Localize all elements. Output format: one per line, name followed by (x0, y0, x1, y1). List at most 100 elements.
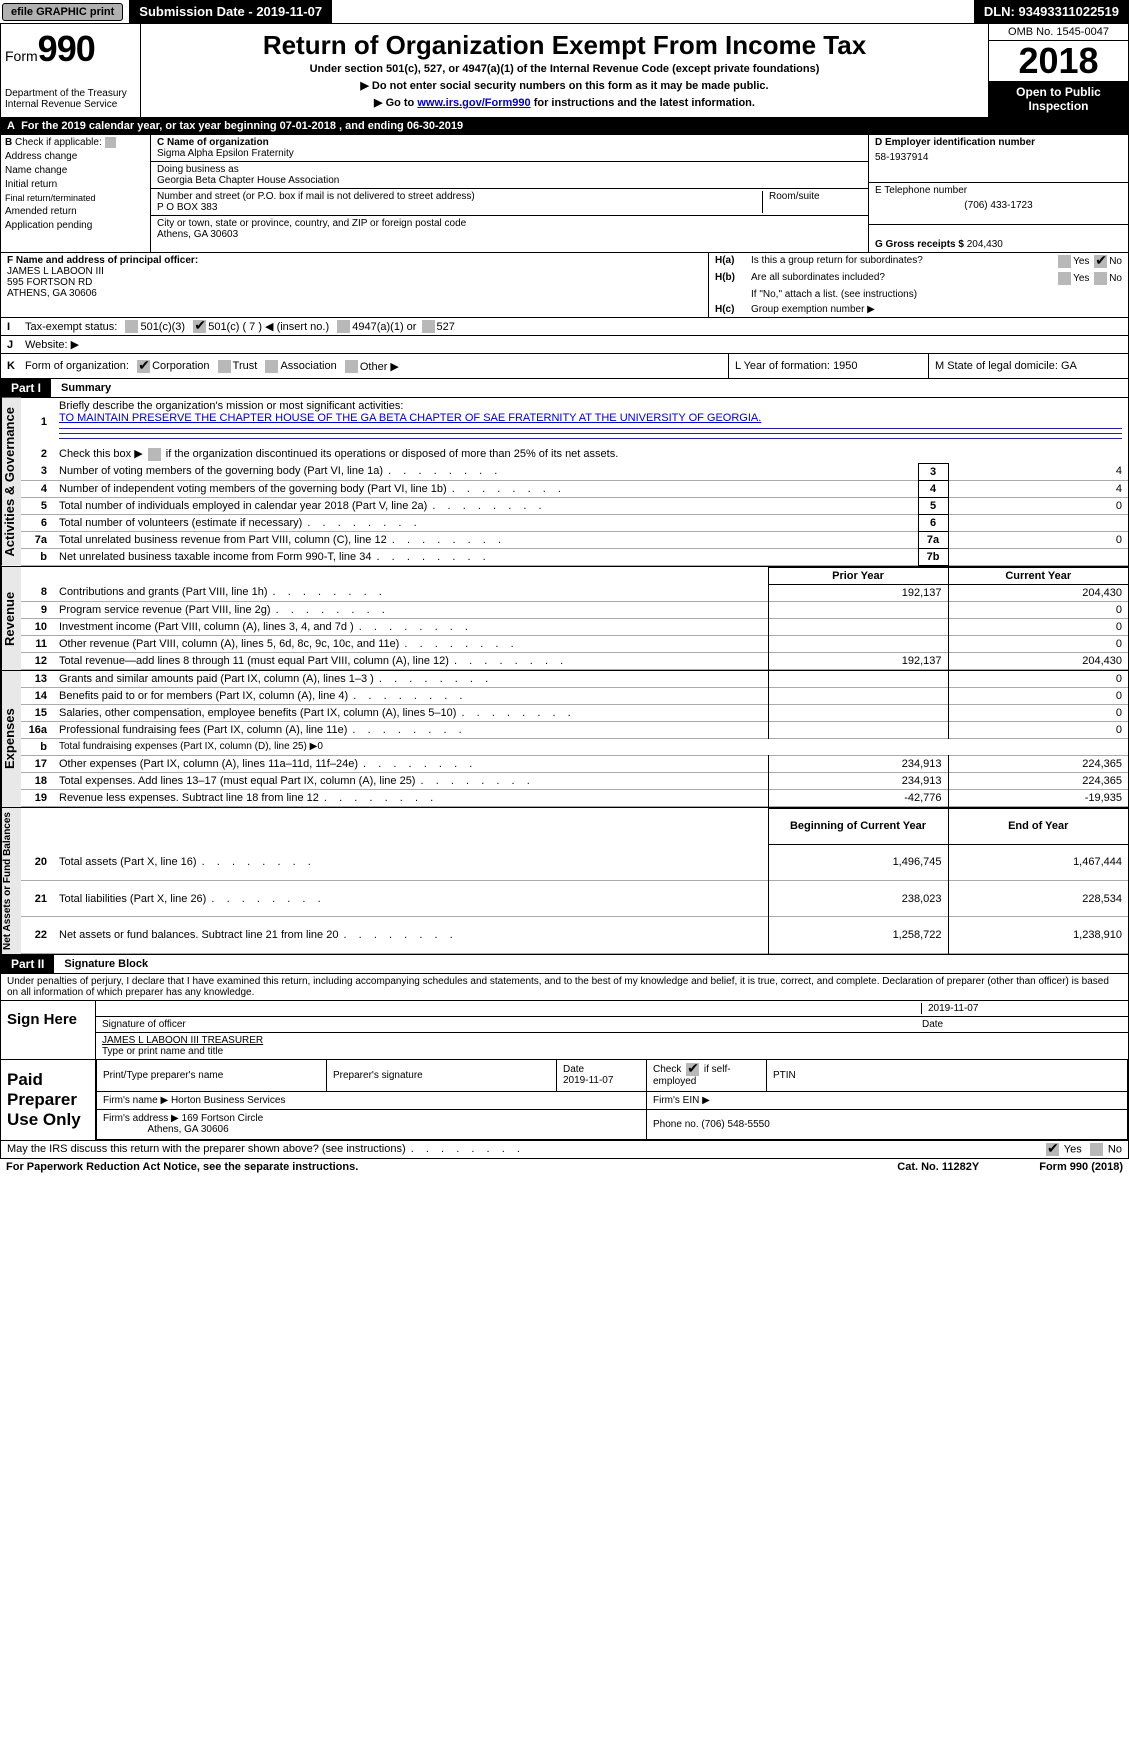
table-row: 4Number of independent voting members of… (21, 480, 1128, 497)
ha-text: Is this a group return for subordinates? (751, 255, 923, 268)
room-suite-label: Room/suite (762, 191, 862, 213)
i-501c[interactable] (193, 320, 206, 333)
cb-initial-return: Initial return (5, 179, 146, 190)
m-label: M State of legal domicile: (935, 360, 1058, 372)
firm-addr-label: Firm's address ▶ (103, 1113, 179, 1124)
table-row: 19Revenue less expenses. Subtract line 1… (21, 789, 1128, 806)
tax-exempt-label: Tax-exempt status: (25, 321, 117, 333)
table-row: bTotal fundraising expenses (Part IX, co… (21, 738, 1128, 755)
do-not-enter: ▶ Do not enter social security numbers o… (145, 79, 984, 92)
k-assoc[interactable] (265, 360, 278, 373)
part1-title: Summary (51, 380, 121, 396)
paperwork-notice: For Paperwork Reduction Act Notice, see … (6, 1161, 358, 1173)
k-label: Form of organization: (25, 360, 129, 372)
part2-title: Signature Block (54, 956, 158, 972)
table-row: 10Investment income (Part VIII, column (… (21, 618, 1128, 635)
sign-here-label: Sign Here (1, 1001, 96, 1059)
table-row: 5Total number of individuals employed in… (21, 497, 1128, 514)
officer-addr1: 595 FORTSON RD (7, 277, 702, 288)
ha-no[interactable] (1094, 255, 1107, 268)
addr-label: Number and street (or P.O. box if mail i… (157, 191, 762, 202)
check-applicable[interactable] (105, 137, 116, 148)
ein: 58-1937914 (875, 152, 1122, 163)
firm-name: Horton Business Services (171, 1095, 286, 1106)
cb-amended: Amended return (5, 206, 146, 217)
perjury-text: Under penalties of perjury, I declare th… (0, 974, 1129, 1001)
hb-text: Are all subordinates included? (751, 272, 885, 285)
firm-addr2: Athens, GA 30606 (147, 1124, 228, 1135)
dln: DLN: 93493311022519 (974, 0, 1129, 23)
firm-name-label: Firm's name ▶ (103, 1095, 168, 1106)
phone: (706) 433-1723 (875, 200, 1122, 211)
table-row: 15Salaries, other compensation, employee… (21, 704, 1128, 721)
form-id-box: Form990 Department of the Treasury Inter… (1, 24, 141, 117)
table-row: 11Other revenue (Part VIII, column (A), … (21, 635, 1128, 652)
phone-label: E Telephone number (875, 185, 1122, 196)
city: Athens, GA 30603 (157, 229, 862, 240)
table-row: 3Number of voting members of the governi… (21, 463, 1128, 480)
table-row: 18Total expenses. Add lines 13–17 (must … (21, 772, 1128, 789)
k-trust[interactable] (218, 360, 231, 373)
side-net: Net Assets or Fund Balances (1, 808, 21, 954)
efile-button[interactable]: efile GRAPHIC print (2, 3, 123, 21)
side-expenses: Expenses (1, 671, 21, 807)
side-governance: Activities & Governance (1, 398, 21, 566)
side-revenue: Revenue (1, 567, 21, 670)
table-row: 21Total liabilities (Part X, line 26)238… (21, 881, 1128, 917)
discuss-yes[interactable] (1046, 1143, 1059, 1156)
dba-label: Doing business as (157, 164, 862, 175)
part1-label: Part I (1, 379, 51, 397)
firm-addr: 169 Fortson Circle (182, 1113, 264, 1124)
officer-label: F Name and address of principal officer: (7, 255, 702, 266)
dba: Georgia Beta Chapter House Association (157, 175, 862, 186)
l-label: L Year of formation: (735, 360, 830, 372)
addr: P O BOX 383 (157, 202, 762, 213)
open-to-public: Open to Public Inspection (989, 81, 1128, 117)
goto-link[interactable]: www.irs.gov/Form990 (417, 97, 530, 109)
cat-no: Cat. No. 11282Y (897, 1161, 979, 1173)
omb-number: OMB No. 1545-0047 (989, 24, 1128, 41)
i-501c3[interactable] (125, 320, 138, 333)
i-4947[interactable] (337, 320, 350, 333)
k-other[interactable] (345, 360, 358, 373)
begin-year-header: Beginning of Current Year (768, 808, 948, 844)
table-row: 12Total revenue—add lines 8 through 11 (… (21, 652, 1128, 669)
section-b: B Check if applicable: Address change Na… (1, 135, 151, 252)
k-corp[interactable] (137, 360, 150, 373)
prep-phone: (706) 548-5550 (701, 1119, 769, 1130)
part2-label: Part II (1, 955, 54, 973)
mission-text: TO MAINTAIN PRESERVE THE CHAPTER HOUSE O… (59, 412, 761, 424)
gross-label: G Gross receipts $ (875, 239, 964, 250)
self-employed-check[interactable] (686, 1063, 699, 1076)
ha-yes[interactable] (1058, 255, 1071, 268)
signer-name: JAMES L LABOON III TREASURER (102, 1035, 1122, 1046)
officer-addr2: ATHENS, GA 30606 (7, 288, 702, 299)
hb-yes[interactable] (1058, 272, 1071, 285)
discuss-text: May the IRS discuss this return with the… (7, 1143, 522, 1156)
tax-year: 2018 (989, 41, 1128, 81)
website-label: Website: ▶ (25, 338, 79, 351)
table-row: 9Program service revenue (Part VIII, lin… (21, 601, 1128, 618)
hb-no[interactable] (1094, 272, 1107, 285)
city-label: City or town, state or province, country… (157, 218, 862, 229)
q1-label: Briefly describe the organization's miss… (59, 400, 403, 412)
table-row: 17Other expenses (Part IX, column (A), l… (21, 755, 1128, 772)
firm-ein-label: Firm's EIN ▶ (653, 1095, 710, 1106)
row-a-period: A For the 2019 calendar year, or tax yea… (0, 118, 1129, 135)
prep-h1: Print/Type preparer's name (103, 1070, 223, 1081)
table-row: 7aTotal unrelated business revenue from … (21, 531, 1128, 548)
end-year-header: End of Year (948, 808, 1128, 844)
discuss-no[interactable] (1090, 1143, 1103, 1156)
paid-prep-label: Paid Preparer Use Only (1, 1060, 96, 1140)
table-row: bNet unrelated business taxable income f… (21, 548, 1128, 565)
table-row: 6Total number of volunteers (estimate if… (21, 514, 1128, 531)
form-number: 990 (38, 28, 95, 69)
sig-officer-label: Signature of officer (102, 1019, 922, 1030)
q2-check[interactable] (148, 448, 161, 461)
prep-date: 2019-11-07 (563, 1075, 613, 1086)
gross-val: 204,430 (967, 239, 1003, 250)
under-section: Under section 501(c), 527, or 4947(a)(1)… (145, 63, 984, 75)
i-527[interactable] (422, 320, 435, 333)
table-row: 14Benefits paid to or for members (Part … (21, 687, 1128, 704)
cb-pending: Application pending (5, 220, 146, 231)
